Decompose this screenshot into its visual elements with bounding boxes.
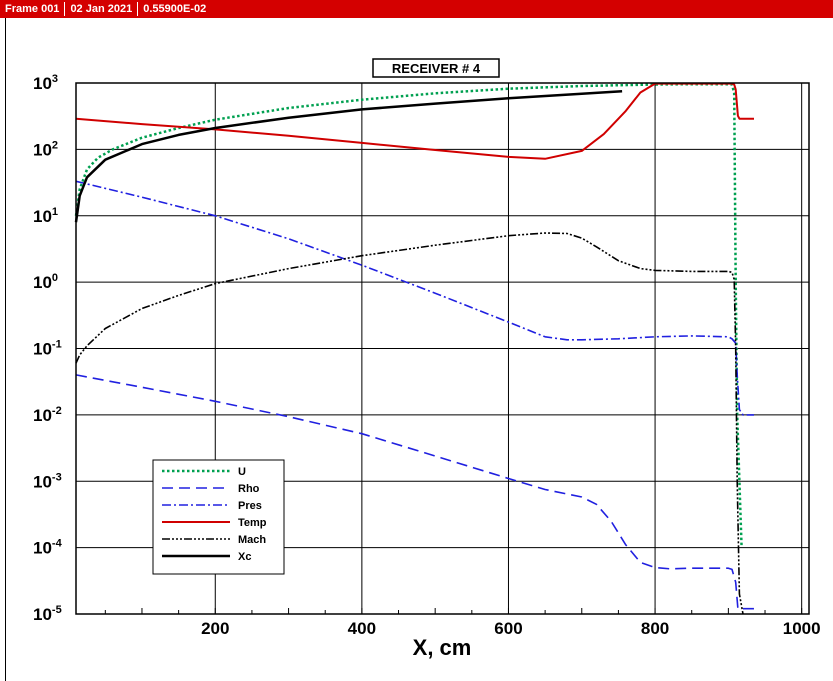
y-tick-label: 101 — [33, 206, 58, 226]
legend-label-pres: Pres — [238, 500, 262, 512]
series-line-temp — [75, 82, 754, 160]
y-tick-label: 10-4 — [33, 538, 63, 558]
legend-label-mach: Mach — [238, 534, 266, 546]
y-tick-label: 10-5 — [33, 604, 62, 624]
y-tick-labels: 103 102 101 100 10-1 10-2 10-3 10-4 10-5 — [33, 73, 63, 624]
legend: U Rho Pres Temp Mach Xc — [152, 459, 285, 575]
series-line-xc — [74, 90, 623, 223]
x-tick-label: 200 — [201, 619, 229, 638]
plot-frame — [75, 82, 810, 615]
y-tick-label: 102 — [33, 139, 58, 159]
series-line-u — [74, 82, 743, 548]
legend-label-u: U — [238, 466, 246, 478]
y-tick-label: 10-2 — [33, 405, 62, 425]
x-tick-label: 1000 — [783, 619, 821, 638]
x-axis-label: X, cm — [413, 635, 472, 660]
y-tick-label: 100 — [33, 272, 58, 292]
page-left-border — [5, 18, 6, 681]
legend-label-xc: Xc — [238, 551, 251, 563]
chart-title: RECEIVER # 4 — [392, 61, 481, 76]
series-line-pres — [75, 180, 754, 416]
legend-label-rho: Rho — [238, 483, 260, 495]
x-tick-labels: 200 400 600 800 1000 — [201, 619, 821, 638]
chart-title-box — [372, 58, 500, 78]
frame-value: 0.55900E-02 — [137, 2, 211, 16]
frame-number: Frame 001 — [5, 3, 60, 15]
x-tick-label: 600 — [494, 619, 522, 638]
y-tick-label: 10-1 — [33, 339, 62, 359]
legend-label-temp: Temp — [238, 517, 267, 529]
frame-header-bar: Frame 001 02 Jan 2021 0.55900E-02 — [0, 0, 833, 18]
y-tick-label: 10-3 — [33, 471, 62, 491]
series-line-mach — [75, 232, 744, 615]
frame-date: 02 Jan 2021 — [64, 2, 137, 16]
series-line-rho — [75, 374, 754, 610]
y-tick-label: 103 — [33, 73, 58, 93]
x-tick-label: 800 — [641, 619, 669, 638]
x-tick-label: 400 — [348, 619, 376, 638]
data-series — [74, 82, 754, 615]
